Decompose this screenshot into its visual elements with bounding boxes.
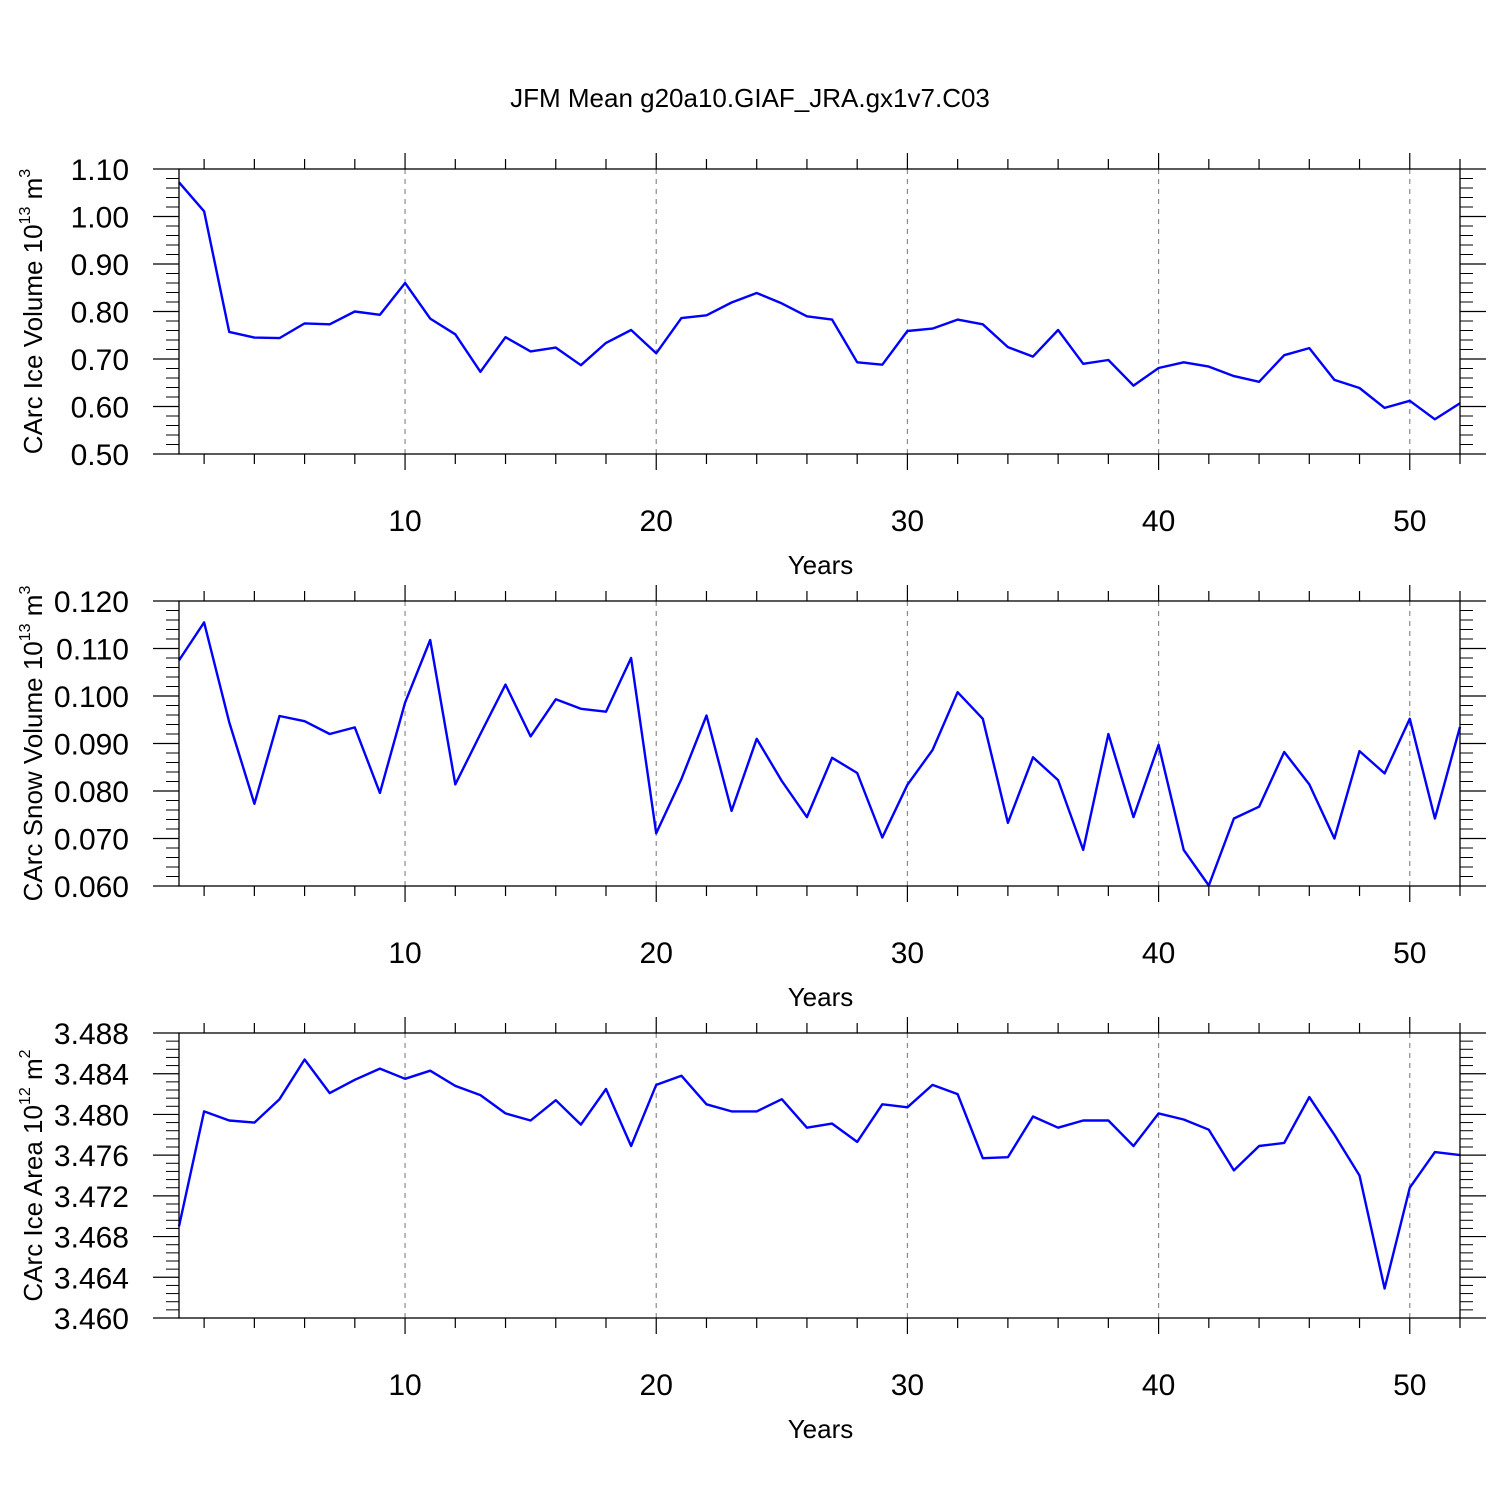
y-tick-label: 3.484	[54, 1059, 129, 1092]
x-tick-label: 50	[1393, 1369, 1426, 1402]
plot-frame	[178, 600, 1461, 887]
y-tick-label: 0.70	[71, 344, 129, 377]
y-tick-label: 3.488	[54, 1018, 129, 1051]
y-tick-label: 3.468	[54, 1222, 129, 1255]
y-tick-label: 3.480	[54, 1099, 129, 1132]
y-tick-label: 0.80	[71, 297, 129, 330]
y-tick-label: 1.00	[71, 202, 129, 235]
x-tick-label: 40	[1142, 1369, 1175, 1402]
plot-frame	[178, 168, 1461, 455]
data-series-line	[178, 181, 1461, 421]
y-tick-label: 0.090	[54, 729, 129, 762]
y-tick-label: 3.476	[54, 1140, 129, 1173]
x-tick-label: 20	[640, 937, 673, 970]
y-tick-label: 1.10	[71, 154, 129, 187]
chart-panel-2: 10 20 30 40 50 0.060 0.070 0.080 0.090 0.100 0.110…	[17, 585, 1486, 1012]
y-tick-label: 0.080	[54, 776, 129, 809]
x-tick-label: 30	[891, 1369, 924, 1402]
x-tick-label: 30	[891, 505, 924, 538]
x-tick-label: 10	[388, 937, 421, 970]
data-series-line	[177, 1058, 1461, 1290]
y-tick-label: 0.100	[54, 681, 129, 714]
x-tick-label: 50	[1393, 937, 1426, 970]
data-series-line	[177, 621, 1462, 887]
x-tick-label: 50	[1393, 505, 1426, 538]
x-tick-label: 40	[1142, 937, 1175, 970]
x-axis-label: Years	[788, 982, 854, 1012]
x-tick-label: 10	[388, 1369, 421, 1402]
chart-panels: 10 20 30 40 50 0.50 0.60 0.70 0.80 0.90 1.00 1.10 Ye…	[17, 153, 1486, 1444]
x-tick-label: 10	[388, 505, 421, 538]
y-axis-label: CArc Ice Area 1012 m2	[17, 1049, 48, 1301]
plot-frame	[178, 1032, 1461, 1319]
y-tick-label: 0.060	[54, 871, 129, 904]
x-tick-label: 20	[640, 505, 673, 538]
y-tick-label: 3.472	[54, 1181, 129, 1214]
y-tick-label: 3.460	[54, 1303, 129, 1336]
y-tick-label: 0.120	[54, 586, 129, 619]
x-tick-label: 40	[1142, 505, 1175, 538]
y-tick-label: 0.90	[71, 249, 129, 282]
figure-title: JFM Mean g20a10.GIAF_JRA.gx1v7.C03	[510, 83, 990, 113]
chart-panel-1: 10 20 30 40 50 0.50 0.60 0.70 0.80 0.90 1.00 1.10 Ye…	[17, 153, 1486, 580]
chart-panel-3: 10 20 30 40 50 3.460 3.464 3.468 3.472 3.476 3.480…	[17, 1017, 1486, 1444]
y-axis-label: CArc Ice Volume 1013 m3	[17, 169, 48, 454]
x-tick-label: 30	[891, 937, 924, 970]
y-tick-label: 0.50	[71, 439, 129, 472]
y-tick-label: 0.60	[71, 392, 129, 425]
x-tick-label: 20	[640, 1369, 673, 1402]
x-axis-label: Years	[788, 1414, 854, 1444]
y-axis-label: CArc Snow Volume 1013 m3	[17, 586, 48, 902]
x-axis-label: Years	[788, 550, 854, 580]
y-tick-label: 3.464	[54, 1262, 129, 1295]
y-tick-label: 0.110	[56, 634, 129, 667]
y-tick-label: 0.070	[54, 824, 129, 857]
